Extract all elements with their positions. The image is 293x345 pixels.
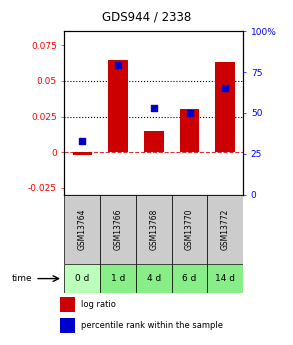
Bar bbox=[100, 195, 136, 264]
Bar bbox=[215, 62, 235, 152]
Text: 4 d: 4 d bbox=[147, 274, 161, 283]
Bar bbox=[180, 109, 200, 152]
Bar bbox=[60, 318, 75, 333]
Bar bbox=[172, 264, 207, 293]
Bar bbox=[136, 195, 172, 264]
Text: percentile rank within the sample: percentile rank within the sample bbox=[81, 321, 223, 330]
Bar bbox=[172, 195, 207, 264]
Text: 1 d: 1 d bbox=[111, 274, 125, 283]
Bar bbox=[64, 264, 100, 293]
Bar bbox=[72, 152, 92, 155]
Point bbox=[151, 105, 156, 111]
Bar bbox=[144, 131, 164, 152]
Text: 6 d: 6 d bbox=[182, 274, 197, 283]
Text: time: time bbox=[12, 274, 32, 283]
Bar bbox=[60, 297, 75, 312]
Text: GSM13764: GSM13764 bbox=[78, 209, 87, 250]
Bar bbox=[64, 195, 100, 264]
Text: GDS944 / 2338: GDS944 / 2338 bbox=[102, 10, 191, 23]
Text: GSM13770: GSM13770 bbox=[185, 209, 194, 250]
Text: log ratio: log ratio bbox=[81, 300, 116, 309]
Bar bbox=[207, 195, 243, 264]
Point bbox=[116, 63, 120, 68]
Bar bbox=[136, 264, 172, 293]
Text: 0 d: 0 d bbox=[75, 274, 90, 283]
Text: GSM13772: GSM13772 bbox=[221, 209, 230, 250]
Point bbox=[80, 138, 85, 144]
Text: GSM13766: GSM13766 bbox=[114, 209, 122, 250]
Point bbox=[223, 86, 228, 91]
Bar bbox=[108, 60, 128, 152]
Text: GSM13768: GSM13768 bbox=[149, 209, 158, 250]
Bar bbox=[100, 264, 136, 293]
Bar bbox=[207, 264, 243, 293]
Text: 14 d: 14 d bbox=[215, 274, 235, 283]
Point bbox=[187, 110, 192, 116]
